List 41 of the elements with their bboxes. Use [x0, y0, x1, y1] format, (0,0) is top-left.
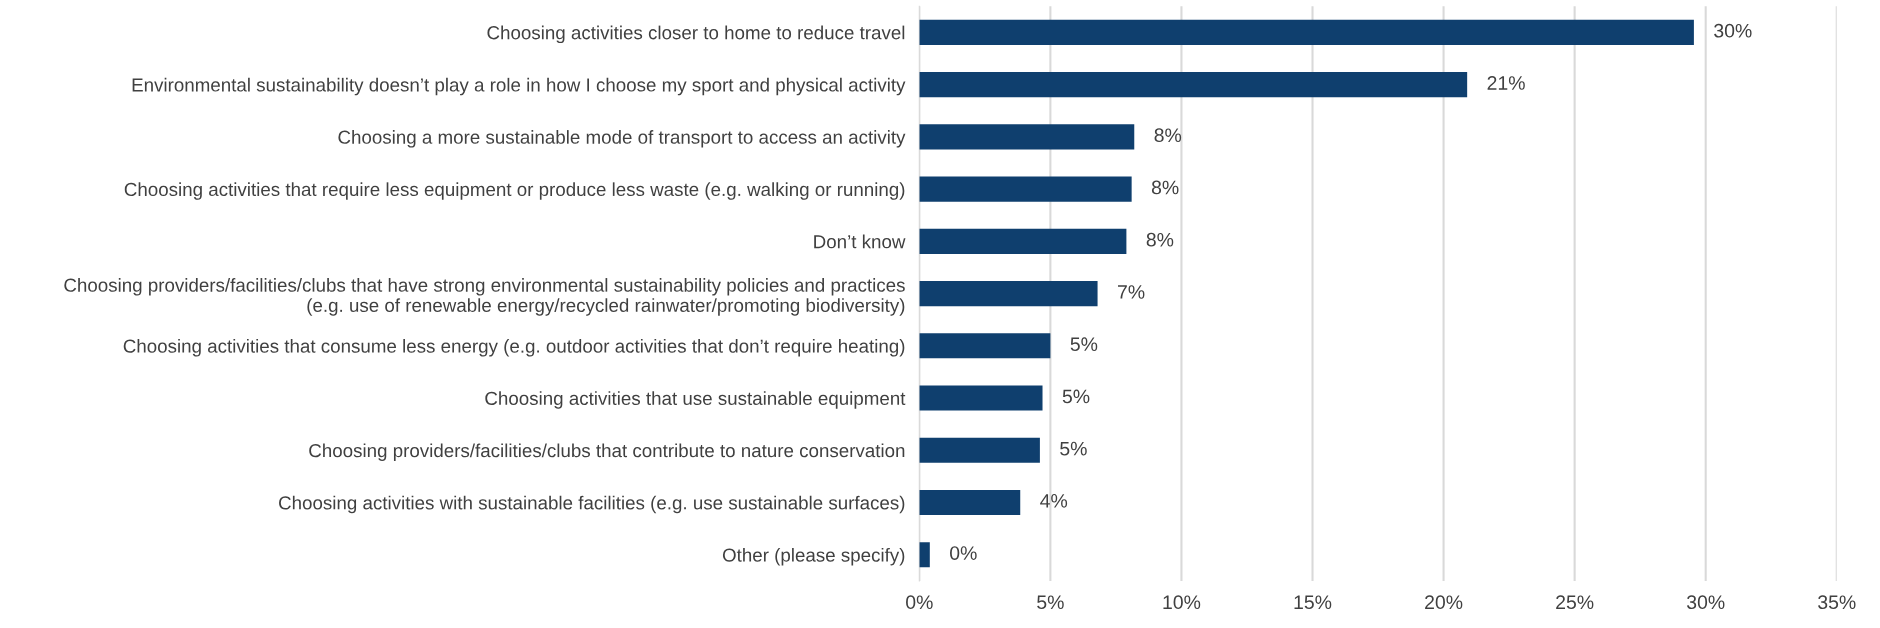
x-tick-label: 30% — [1686, 595, 1725, 610]
y-tick-label: Choosing providers/facilities/clubs that have strong environmental sustainability policies and practices (e.g. use of renewable energy/recycled rainwater/promoting biodiversity) — [64, 278, 905, 316]
bar — [919, 124, 1135, 150]
x-tick-label: 20% — [1425, 595, 1463, 610]
bar — [919, 281, 1098, 307]
data-label: 4% — [1040, 494, 1068, 508]
bar — [919, 542, 930, 568]
x-tick-label: 25% — [1556, 595, 1594, 610]
bar — [919, 228, 1127, 254]
y-tick-label: Choosing providers/facilities/clubs that contribute to nature conservation — [309, 443, 905, 461]
data-label: 5% — [1060, 441, 1087, 456]
bar — [919, 72, 1468, 98]
bar — [919, 19, 1694, 45]
data-label: 21% — [1487, 76, 1525, 90]
x-tick-label: 5% — [1037, 595, 1064, 610]
y-tick-label: Choosing activities closer to home to reduce travel — [487, 25, 905, 44]
y-tick-label: Choosing a more sustainable mode of transport to access an activity — [338, 130, 906, 148]
y-tick-label: Choosing activities with sustainable facilities (e.g. use sustainable surfaces) — [279, 495, 905, 514]
y-tick-label: Environmental sustainability doesn’t play a role in how I choose my sport and physical activity — [132, 77, 906, 96]
x-tick-label: 35% — [1818, 595, 1856, 610]
data-label: 0% — [950, 546, 977, 560]
data-label: 7% — [1118, 285, 1145, 299]
y-tick-label: Choosing activities that require less equipment or produce less waste (e.g. walking or running) — [124, 182, 905, 200]
bar — [919, 437, 1040, 463]
x-tick-label: 0% — [906, 595, 933, 610]
data-label: 30% — [1714, 23, 1752, 38]
y-tick-label: Other (please specify) — [722, 547, 905, 566]
data-label: 5% — [1062, 389, 1090, 404]
x-tick-label: 15% — [1294, 595, 1332, 610]
bar — [919, 333, 1051, 359]
bar — [919, 176, 1132, 202]
data-label: 8% — [1146, 232, 1174, 247]
bar — [919, 385, 1043, 411]
data-label: 8% — [1154, 128, 1182, 143]
data-label: 8% — [1151, 180, 1179, 195]
y-tick-label: Choosing activities that use sustainable equipment — [485, 391, 906, 409]
y-tick-label: Choosing activities that consume less energy (e.g. outdoor activities that don’t require heating) — [123, 339, 905, 357]
data-label: 5% — [1070, 337, 1098, 352]
bar — [919, 490, 1021, 516]
x-tick-label: 10% — [1163, 595, 1201, 610]
y-tick-label: Don’t know — [814, 234, 906, 249]
